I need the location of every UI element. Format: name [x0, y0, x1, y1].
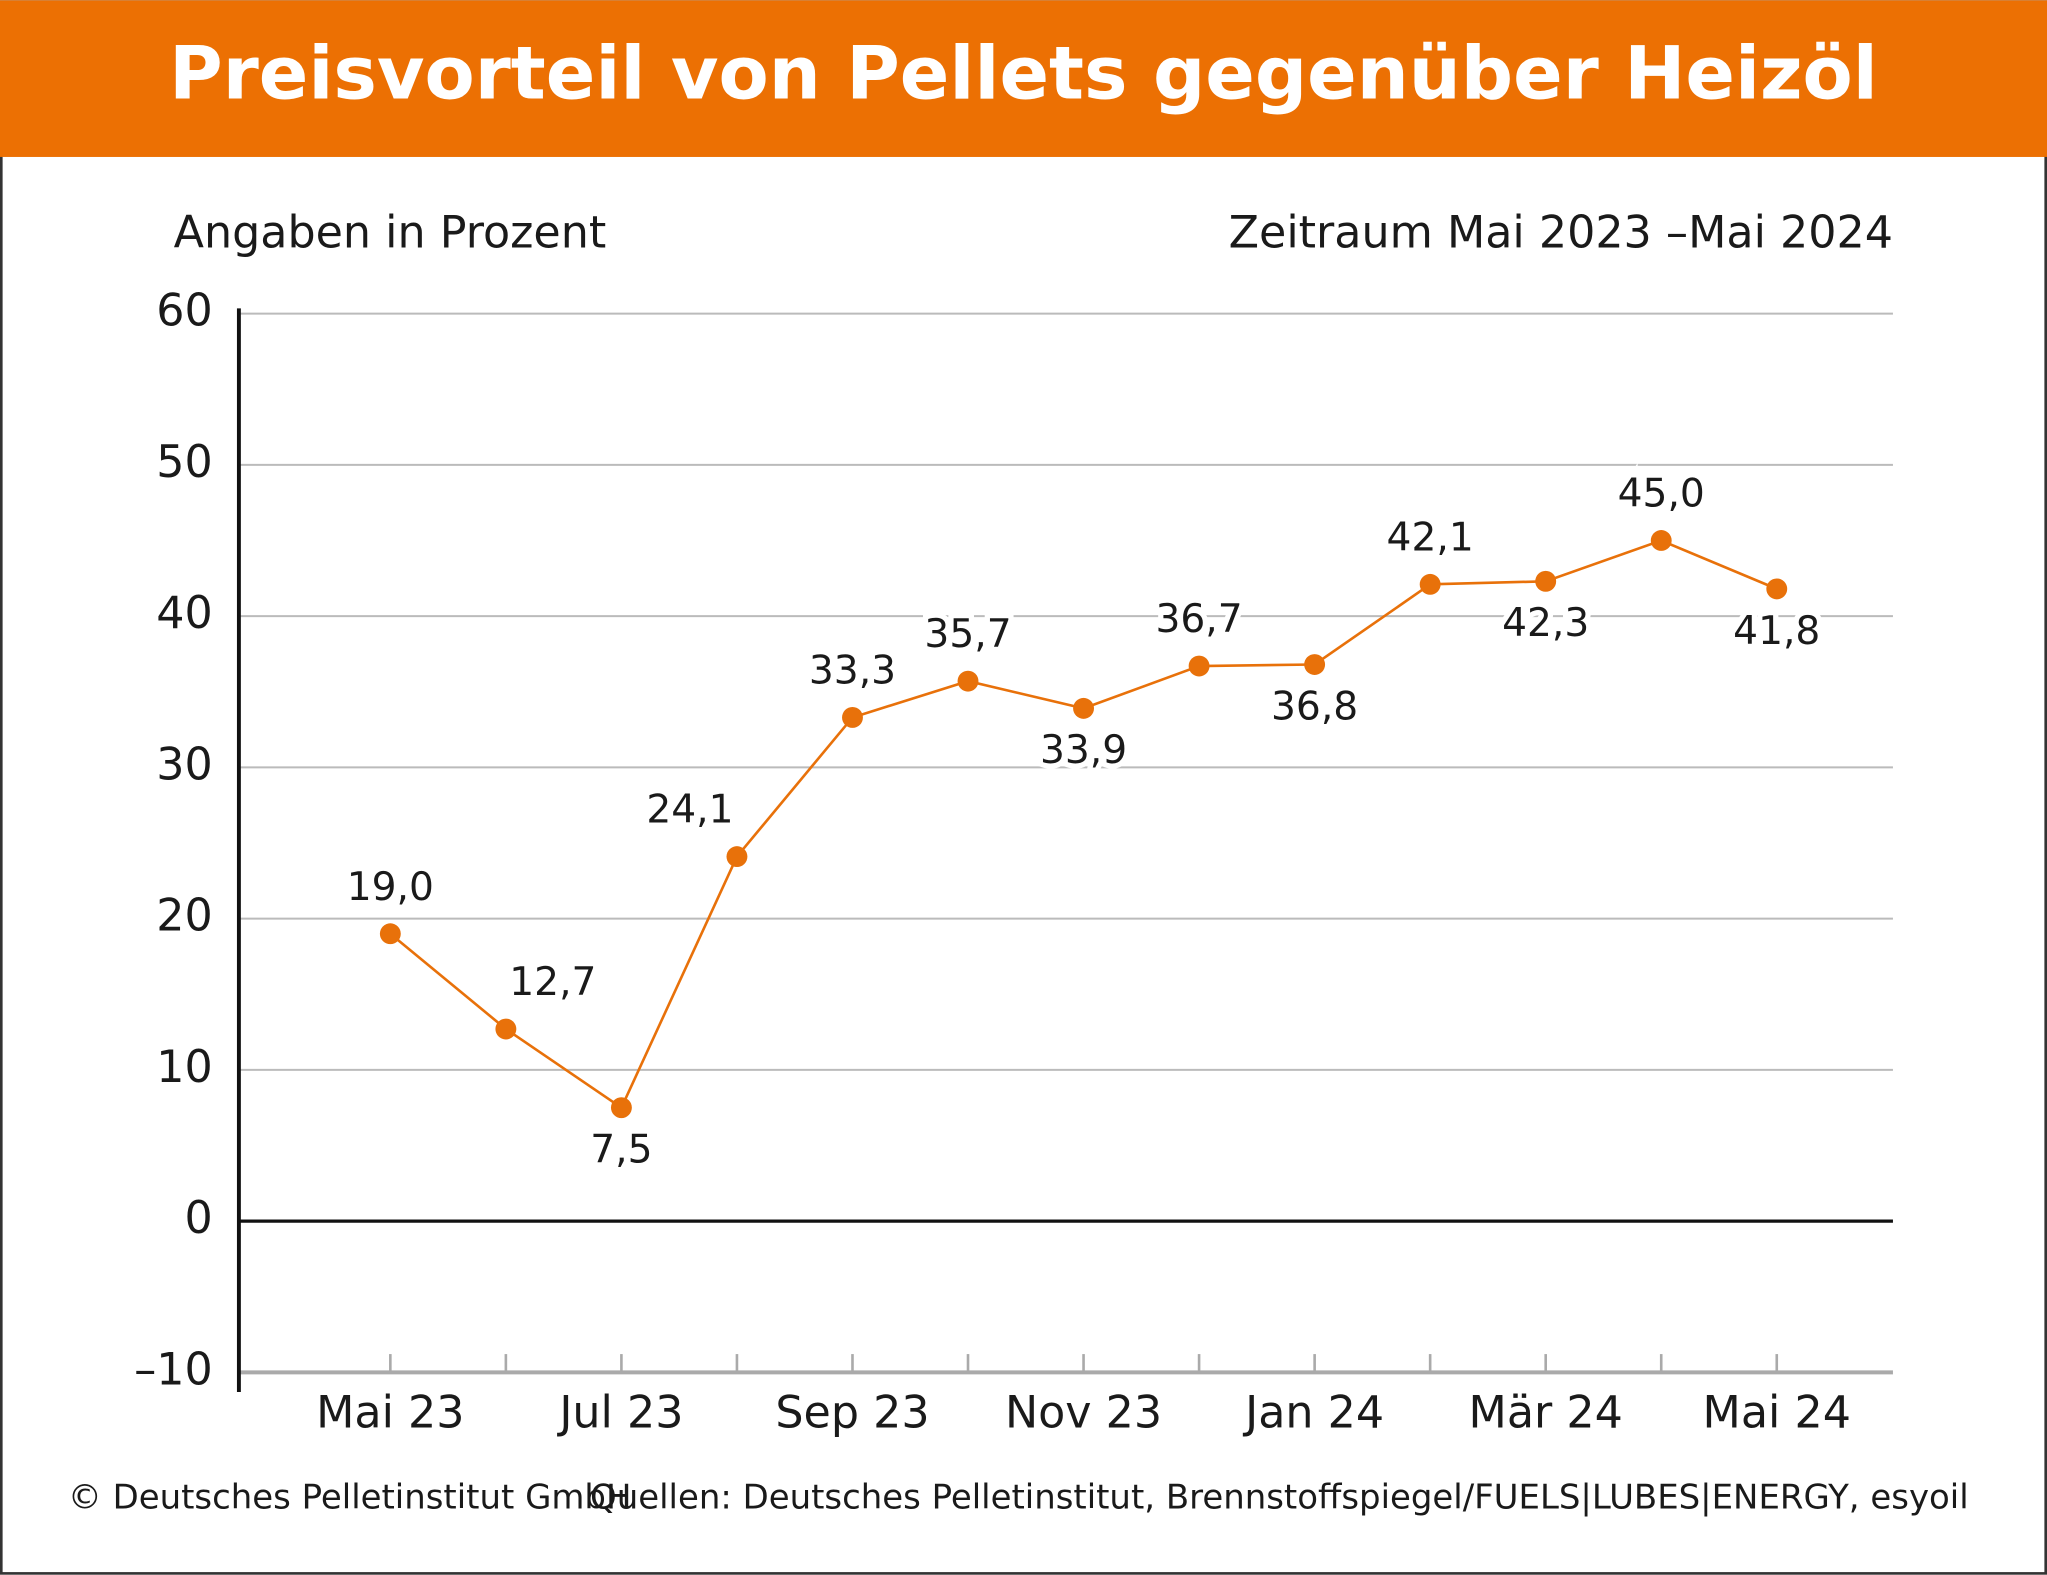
chart-title: Preisvorteil von Pellets gegenüber Heizö… [169, 32, 1878, 117]
subtitle-left: Angaben in Prozent [174, 207, 607, 258]
y-tick-label: 50 [156, 437, 212, 488]
data-label: 12,7 [509, 960, 596, 1005]
x-tick-label: Mai 24 [1703, 1387, 1851, 1438]
data-label: 35,7 [924, 612, 1011, 657]
header-band [0, 0, 2047, 157]
data-label: 19,0 [347, 865, 434, 910]
data-point [1766, 578, 1788, 600]
y-tick-label: 10 [156, 1042, 212, 1093]
data-label: 42,1 [1387, 515, 1474, 560]
subtitle-right: Zeitraum Mai 2023 –Mai 2024 [1229, 207, 1893, 258]
y-tick-label: 40 [156, 588, 212, 639]
data-point [379, 923, 401, 945]
x-tick-label: Nov 23 [1005, 1387, 1162, 1438]
data-label: 36,8 [1271, 684, 1358, 729]
y-tick-label: 20 [156, 891, 212, 942]
data-label: 42,3 [1502, 601, 1589, 646]
data-point [1535, 570, 1557, 592]
data-point [1188, 655, 1210, 677]
data-point [610, 1097, 632, 1119]
y-tick-label: –10 [134, 1344, 213, 1395]
x-tick-label: Jan 24 [1242, 1387, 1384, 1438]
data-point [495, 1018, 517, 1040]
data-point [957, 670, 979, 692]
x-tick-label: Sep 23 [775, 1387, 929, 1438]
footer-left: © Deutsches Pelletinstitut GmbH [68, 1477, 632, 1517]
data-label: 41,8 [1733, 609, 1820, 654]
x-tick-label: Jul 23 [556, 1387, 683, 1438]
data-label: 33,3 [809, 649, 896, 694]
y-tick-label: 60 [156, 286, 212, 337]
y-tick-label: 0 [185, 1193, 213, 1244]
data-point [842, 707, 863, 728]
footer-right: Quellen: Deutsches Pelletinstitut, Brenn… [590, 1477, 1969, 1517]
data-point [1073, 697, 1094, 719]
data-point [1650, 530, 1672, 551]
data-label: 24,1 [646, 788, 733, 833]
data-label: 33,9 [1040, 728, 1127, 773]
data-label: 36,7 [1155, 597, 1242, 642]
data-point [726, 846, 748, 868]
data-label: 7,5 [590, 1128, 652, 1173]
x-tick-label: Mai 23 [316, 1387, 464, 1438]
data-label: 45,0 [1618, 472, 1705, 517]
data-point [1419, 573, 1441, 595]
x-tick-label: Mär 24 [1469, 1387, 1623, 1438]
y-tick-label: 30 [156, 739, 212, 790]
data-point [1304, 654, 1326, 675]
